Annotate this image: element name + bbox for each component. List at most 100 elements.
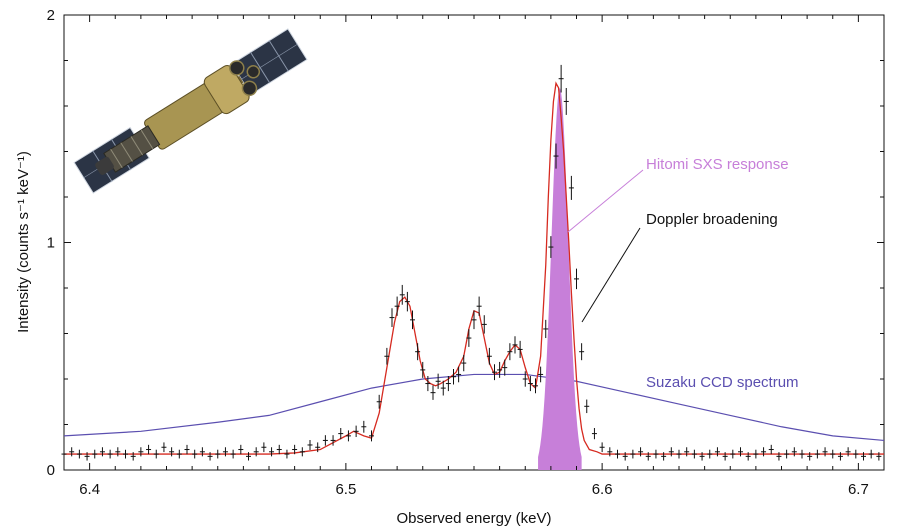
- data-point: [745, 452, 751, 461]
- data-point: [353, 425, 359, 438]
- data-point: [435, 373, 441, 389]
- y-axis-label: Intensity (counts s⁻¹ keV⁻¹): [15, 151, 32, 333]
- data-point: [76, 449, 82, 459]
- data-point: [861, 452, 866, 461]
- series-layer: [61, 64, 885, 471]
- data-point: [574, 268, 579, 290]
- data-point: [130, 452, 136, 461]
- data-point: [99, 447, 105, 457]
- data-point: [492, 364, 497, 381]
- data-point: [61, 449, 67, 459]
- data-point: [238, 444, 244, 455]
- x-tick-label: 6.4: [79, 481, 100, 498]
- data-point: [69, 447, 75, 457]
- data-point: [330, 435, 336, 446]
- data-point: [451, 368, 456, 385]
- data-point: [284, 449, 290, 459]
- data-point: [707, 449, 713, 459]
- data-point: [558, 64, 564, 93]
- data-point: [543, 319, 549, 339]
- data-point: [123, 449, 128, 459]
- doppler-label: Doppler broadening: [646, 211, 778, 228]
- data-point: [461, 354, 467, 372]
- data-point: [553, 143, 559, 169]
- data-point: [481, 315, 487, 334]
- data-point: [814, 449, 820, 459]
- data-point: [722, 452, 728, 461]
- data-point: [691, 449, 697, 459]
- data-point: [361, 420, 367, 433]
- data-point: [338, 428, 344, 440]
- data-point: [138, 447, 144, 457]
- data-point: [192, 449, 198, 459]
- data-point: [399, 284, 405, 305]
- data-point: [107, 449, 113, 459]
- data-point: [292, 444, 298, 455]
- data-point: [517, 340, 523, 358]
- data-point: [322, 435, 328, 446]
- data-point: [753, 449, 759, 459]
- data-point: [389, 308, 395, 327]
- suzaku-label: Suzaku CCD spectrum: [646, 374, 799, 391]
- data-point: [466, 329, 472, 347]
- data-point: [384, 347, 390, 365]
- hitomi-response-peak: [538, 87, 582, 471]
- data-point: [84, 452, 90, 461]
- hitomi-leader-line: [567, 169, 644, 233]
- plot-frame: [63, 14, 885, 471]
- data-point: [410, 310, 415, 330]
- data-point: [876, 452, 882, 461]
- data-point: [276, 444, 282, 455]
- doppler-leader-line: [581, 227, 641, 323]
- data-point: [868, 449, 874, 459]
- data-point: [730, 449, 736, 459]
- data-point: [527, 376, 533, 392]
- data-point: [584, 399, 590, 414]
- model-fit-line: [64, 81, 884, 455]
- data-point: [146, 444, 152, 455]
- data-point: [394, 296, 400, 316]
- data-point: [184, 444, 190, 455]
- satellite-illustration: [73, 28, 308, 194]
- data-point: [791, 447, 797, 457]
- data-point: [533, 378, 538, 394]
- data-point: [476, 296, 482, 316]
- data-point: [199, 447, 205, 457]
- data-point: [776, 452, 782, 461]
- data-point: [222, 447, 228, 457]
- data-point: [456, 366, 462, 383]
- data-point: [315, 442, 321, 453]
- data-point: [246, 452, 251, 461]
- x-tick-label: 6.7: [848, 481, 869, 498]
- data-point: [115, 447, 121, 457]
- data-point: [420, 361, 426, 378]
- data-point: [415, 343, 421, 361]
- data-point: [591, 428, 597, 440]
- data-point: [512, 336, 518, 354]
- data-point: [440, 380, 446, 396]
- data-point: [92, 449, 98, 459]
- data-point: [638, 447, 644, 457]
- x-tick-label: 6.6: [592, 481, 613, 498]
- data-point: [215, 449, 221, 459]
- data-point: [807, 452, 813, 461]
- data-point: [261, 442, 267, 453]
- data-point: [538, 366, 544, 383]
- data-point: [599, 442, 605, 453]
- data-point: [799, 449, 805, 459]
- data-point: [563, 87, 569, 115]
- hitomi-label: Hitomi SXS response: [646, 156, 789, 173]
- data-point: [445, 376, 451, 392]
- data-point: [579, 343, 585, 361]
- y-tick-label: 1: [47, 235, 55, 252]
- x-axis-label: Observed energy (keV): [396, 510, 551, 527]
- data-point: [645, 452, 651, 461]
- data-point: [761, 447, 767, 457]
- data-point: [497, 361, 503, 378]
- data-point: [615, 449, 620, 459]
- data-point: [668, 447, 674, 457]
- data-point: [822, 447, 828, 457]
- data-point: [845, 447, 851, 457]
- data-point: [369, 430, 374, 442]
